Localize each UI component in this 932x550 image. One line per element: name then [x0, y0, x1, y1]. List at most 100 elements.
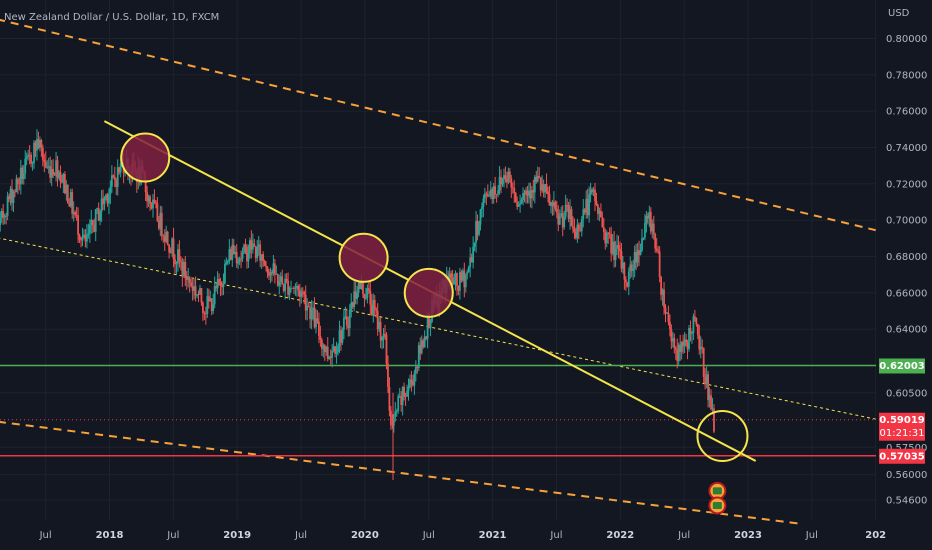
candle-body: [348, 309, 351, 328]
y-tick-label: 0.66000: [886, 288, 927, 299]
candle-body: [580, 219, 583, 231]
candle-body: [241, 252, 244, 259]
candle-body: [489, 189, 492, 196]
candle-body: [272, 263, 275, 274]
candle-body: [482, 198, 485, 208]
candle-body: [629, 264, 632, 272]
candle-body: [529, 190, 532, 199]
candle-body: [532, 190, 535, 193]
candle-body: [404, 396, 407, 397]
candle-body: [610, 234, 613, 254]
candle-body: [613, 241, 616, 260]
candle-body: [243, 244, 245, 253]
candle-body: [469, 257, 472, 268]
candle-body: [507, 171, 510, 183]
candle-body: [350, 302, 353, 310]
candle-body: [641, 238, 643, 251]
candle-body: [699, 346, 702, 350]
channel-lower-line: [0, 420, 800, 525]
candle-body: [448, 273, 451, 283]
candle-body: [701, 346, 704, 348]
candle-body: [204, 313, 207, 315]
candle-body: [78, 234, 81, 240]
candle-body: [423, 336, 426, 348]
candle-body: [263, 260, 266, 266]
candle-body: [77, 215, 79, 235]
candle-body: [401, 386, 404, 405]
candle-body: [481, 207, 483, 210]
current-price-badge: [879, 412, 925, 441]
y-tick-label: 0.68000: [886, 252, 927, 263]
candle-body: [113, 176, 116, 181]
candle-body: [391, 424, 394, 426]
candle-body: [338, 330, 341, 347]
candle-body: [156, 203, 159, 221]
candle-body: [85, 235, 88, 242]
candle-body: [486, 194, 489, 197]
highlight-circle: [120, 132, 171, 183]
candle-body: [112, 175, 115, 177]
candle-body: [461, 270, 464, 281]
candle-body: [105, 194, 107, 198]
candle-body: [369, 290, 372, 305]
x-tick-label: Jul: [677, 530, 690, 541]
candle-body: [306, 305, 309, 311]
highlight-circle: [403, 267, 454, 318]
candle-body: [406, 390, 408, 397]
candle-body: [470, 257, 473, 263]
candle-body: [419, 345, 422, 354]
candle-body: [315, 318, 317, 328]
level-badge-red: [879, 448, 925, 464]
candle-body: [398, 395, 401, 397]
candle-body: [14, 191, 16, 193]
candle-body: [68, 203, 71, 207]
price-axis[interactable]: 0.80000 0.78000 0.76000 0.74000 0.72000 0.700…: [886, 34, 927, 507]
candle-body: [53, 174, 56, 176]
candle-body: [168, 244, 171, 253]
x-tick-label: Jul: [549, 530, 562, 541]
candle-body: [313, 307, 316, 328]
candle-body: [689, 328, 692, 334]
candle-body: [307, 305, 310, 308]
candle-body: [282, 284, 285, 291]
candle-body: [528, 190, 530, 196]
event-icons[interactable]: [708, 481, 727, 515]
candle-body: [325, 346, 328, 353]
candle-body: [365, 297, 367, 299]
time-axis[interactable]: Jul 2018 Jul 2019 Jul 2020 Jul 2021 Jul 2022 Jul 20…: [39, 530, 887, 541]
horizontal-levels: [0, 364, 876, 457]
candle-body: [106, 194, 109, 204]
candle-body: [654, 234, 657, 249]
chart-title: New Zealand Dollar / U.S. Dollar, 1D, FX…: [4, 12, 219, 23]
candle-body: [457, 285, 460, 291]
candle-body: [552, 202, 555, 207]
y-tick-label: 0.64000: [886, 325, 927, 336]
candle-body: [212, 304, 215, 311]
candle-body: [251, 243, 254, 250]
candle-body: [511, 187, 514, 189]
candle-body: [508, 171, 511, 179]
x-tick-label: 2020: [351, 530, 379, 541]
level-badge-green-text: 0.62003: [879, 361, 925, 372]
candle-body: [119, 163, 122, 173]
candle-body: [177, 249, 179, 264]
candle-body: [363, 294, 366, 299]
candle-body: [15, 178, 18, 193]
candle-body: [221, 285, 223, 288]
x-tick-label: Jul: [422, 530, 435, 541]
candle-body: [276, 274, 279, 286]
candle-body: [456, 273, 458, 286]
candle-body: [216, 279, 219, 289]
candle-body: [500, 176, 502, 185]
candle-body: [592, 189, 595, 192]
candle-body: [426, 314, 429, 339]
candle-body: [367, 288, 370, 291]
candle-body: [555, 208, 558, 214]
candle-body: [630, 264, 633, 271]
candle-body: [478, 224, 480, 235]
candle-body: [193, 286, 196, 291]
candle-body: [542, 184, 545, 193]
candle-body: [666, 312, 668, 314]
candle-body: [259, 244, 262, 261]
